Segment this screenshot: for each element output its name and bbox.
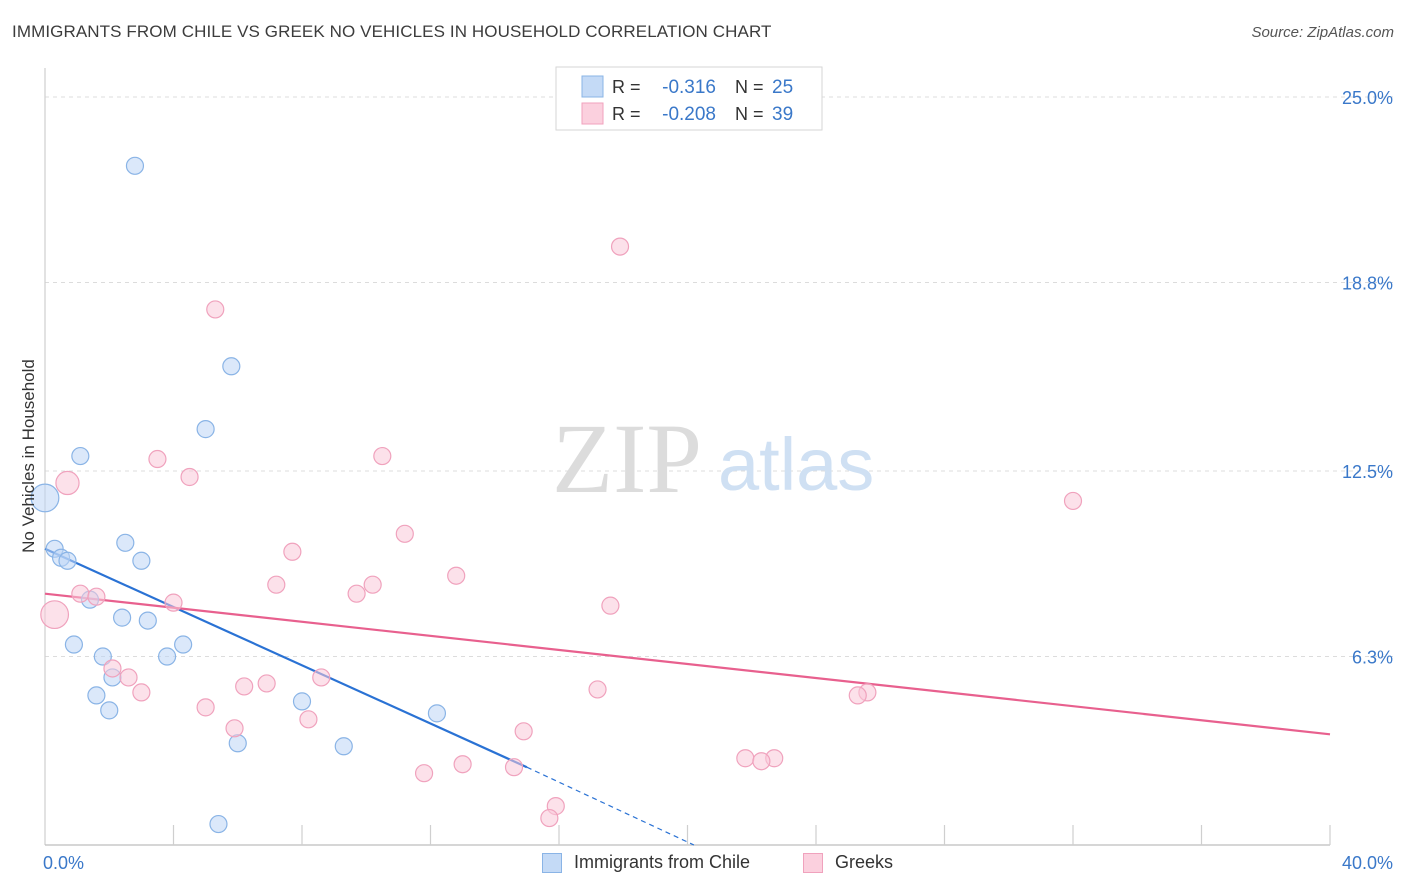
greeks-point[interactable] bbox=[235, 677, 254, 696]
greeks-point[interactable] bbox=[736, 749, 755, 768]
greeks-point[interactable] bbox=[257, 674, 276, 693]
greeks-point[interactable] bbox=[540, 808, 559, 828]
chile-point[interactable] bbox=[138, 611, 157, 630]
chile-point[interactable] bbox=[157, 647, 177, 666]
legend-pink-r-label: R = bbox=[612, 104, 641, 124]
greeks-point[interactable] bbox=[87, 587, 106, 606]
legend-item-greeks[interactable]: Greeks bbox=[803, 852, 893, 873]
chile-point[interactable] bbox=[132, 551, 151, 570]
legend-blue-n-label: N = bbox=[735, 77, 764, 97]
chile-point[interactable] bbox=[427, 704, 447, 723]
watermark-zip: ZIP bbox=[552, 403, 702, 514]
greeks-point[interactable] bbox=[55, 470, 80, 496]
greeks-point[interactable] bbox=[610, 237, 630, 256]
greeks-point[interactable] bbox=[395, 524, 414, 543]
greeks-point[interactable] bbox=[164, 593, 183, 612]
legend-pink-swatch bbox=[581, 102, 604, 125]
watermark: ZIP atlas bbox=[552, 403, 874, 514]
chile-point[interactable] bbox=[228, 734, 247, 753]
y-tick-label: 12.5% bbox=[1342, 462, 1393, 482]
legend-pink-r-value: -0.208 bbox=[662, 104, 716, 125]
chile-point[interactable] bbox=[125, 156, 145, 175]
greeks-point[interactable] bbox=[103, 659, 122, 678]
greeks-point[interactable] bbox=[299, 710, 318, 729]
y-tick-label: 18.8% bbox=[1342, 274, 1393, 294]
greeks-point[interactable] bbox=[447, 566, 466, 585]
legend-item-chile[interactable]: Immigrants from Chile bbox=[542, 852, 750, 873]
legend-pink-n-label: N = bbox=[735, 104, 764, 124]
chile-point[interactable] bbox=[292, 692, 312, 711]
grid bbox=[45, 96, 1395, 658]
legend-blue-r-value: -0.316 bbox=[662, 77, 716, 98]
greeks-point[interactable] bbox=[40, 600, 70, 630]
greeks-point[interactable] bbox=[312, 668, 331, 687]
watermark-atlas: atlas bbox=[718, 423, 874, 506]
greeks-point[interactable] bbox=[206, 300, 225, 319]
greeks-trend-line bbox=[44, 592, 1331, 736]
chile-point[interactable] bbox=[30, 483, 60, 513]
chile-point[interactable] bbox=[209, 814, 228, 834]
greeks-point[interactable] bbox=[588, 680, 607, 699]
legend-blue-swatch bbox=[581, 75, 604, 98]
trend-lines bbox=[44, 547, 1331, 846]
data-points bbox=[30, 156, 1083, 834]
x-tick-label-min: 0.0% bbox=[43, 853, 84, 873]
greeks-point[interactable] bbox=[514, 722, 533, 741]
greeks-point[interactable] bbox=[363, 575, 382, 594]
y-axis-title: No Vehicles in Household bbox=[19, 359, 38, 553]
legend-blue-n-value: 25 bbox=[772, 77, 793, 98]
greeks-point[interactable] bbox=[601, 596, 620, 615]
legend-chile-label: Immigrants from Chile bbox=[574, 852, 751, 872]
greeks-point[interactable] bbox=[1063, 491, 1083, 511]
greeks-point[interactable] bbox=[453, 755, 472, 774]
greeks-point[interactable] bbox=[180, 467, 199, 487]
chile-point[interactable] bbox=[112, 608, 132, 627]
chile-point[interactable] bbox=[334, 737, 353, 756]
greeks-point[interactable] bbox=[848, 686, 867, 705]
greeks-point[interactable] bbox=[267, 575, 286, 594]
greeks-point[interactable] bbox=[196, 698, 215, 717]
chile-trend-extension bbox=[526, 766, 695, 846]
chile-point[interactable] bbox=[196, 420, 215, 439]
legend-blue-r-label: R = bbox=[612, 77, 641, 97]
greeks-point[interactable] bbox=[148, 449, 167, 469]
chile-point[interactable] bbox=[87, 686, 106, 705]
chile-point[interactable] bbox=[116, 533, 135, 552]
y-tick-label: 6.3% bbox=[1352, 648, 1393, 668]
greeks-point[interactable] bbox=[71, 584, 90, 603]
legend-pink-n-value: 39 bbox=[772, 104, 793, 125]
greeks-point[interactable] bbox=[347, 584, 366, 603]
x-tick-label-max: 40.0% bbox=[1342, 853, 1393, 873]
chile-point[interactable] bbox=[71, 446, 90, 466]
axes: 25.0% 18.8% 12.5% 6.3% 0.0% 40.0% bbox=[43, 68, 1393, 873]
chile-point[interactable] bbox=[100, 701, 119, 720]
chile-point[interactable] bbox=[64, 635, 84, 654]
greeks-point[interactable] bbox=[414, 764, 434, 783]
greeks-point[interactable] bbox=[373, 446, 392, 466]
greeks-point[interactable] bbox=[119, 668, 138, 687]
greeks-point[interactable] bbox=[752, 752, 771, 771]
chart-title: IMMIGRANTS FROM CHILE VS GREEK NO VEHICL… bbox=[12, 22, 772, 41]
greeks-point[interactable] bbox=[225, 719, 244, 738]
chile-trend-line bbox=[44, 547, 528, 769]
legend-greeks-label: Greeks bbox=[835, 852, 894, 872]
chile-point[interactable] bbox=[222, 357, 241, 376]
chile-point[interactable] bbox=[174, 635, 193, 654]
source-label: Source: ZipAtlas.com bbox=[1251, 24, 1394, 41]
greeks-point[interactable] bbox=[504, 758, 524, 777]
greeks-point[interactable] bbox=[283, 542, 302, 561]
chile-point[interactable] bbox=[58, 551, 77, 570]
legend-top: R = -0.316 N = 25 R = -0.208 N = 39 bbox=[555, 66, 823, 131]
legend-bottom: Immigrants from Chile Greeks bbox=[0, 852, 1406, 878]
legend-chile-swatch bbox=[542, 852, 562, 873]
chile-point[interactable] bbox=[93, 647, 112, 666]
legend-greeks-swatch bbox=[803, 852, 823, 873]
y-tick-label: 25.0% bbox=[1342, 88, 1393, 108]
greeks-point[interactable] bbox=[132, 683, 151, 702]
